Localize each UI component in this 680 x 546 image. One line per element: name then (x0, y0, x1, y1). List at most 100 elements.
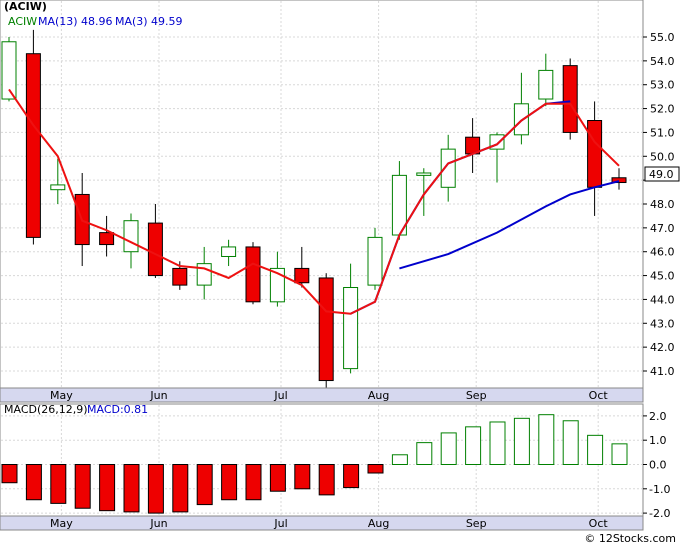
macd-y-tick-label: 1.0 (649, 434, 667, 447)
macd-bar (611, 443, 628, 466)
candle-body (269, 267, 285, 303)
price-y-tick-label: 43.0 (650, 317, 675, 330)
macd-bar (269, 464, 286, 492)
macd-bar (587, 434, 604, 465)
macd-bar (294, 464, 311, 490)
macd-bar (221, 464, 238, 501)
macd-bar (343, 464, 360, 489)
macd-x-tick-label: Oct (589, 517, 609, 530)
legend-ma3-value: 49.59 (151, 15, 183, 28)
macd-x-tick-label: Jul (273, 517, 287, 530)
macd-bars (1, 414, 628, 514)
macd-bar (416, 442, 433, 466)
macd-bar (245, 464, 262, 501)
macd-bar (562, 420, 579, 466)
macd-bar (513, 417, 530, 465)
macd-x-tick-label: Aug (368, 517, 389, 530)
candle-body (318, 277, 334, 382)
price-candles (1, 29, 627, 388)
candle-body (611, 177, 627, 184)
macd-bar (25, 464, 42, 501)
macd-bar (1, 464, 18, 484)
candle-body (587, 120, 603, 188)
price-y-tick-label: 44.0 (650, 293, 675, 306)
candle-body (343, 287, 359, 370)
macd-bar (391, 454, 408, 465)
last-price-box (644, 166, 680, 182)
price-x-axis: May Jun Jul Aug Sep Oct (50, 389, 608, 402)
macd-y-tick-label: -2.0 (649, 507, 670, 520)
price-y-tick-label: 47.0 (650, 222, 675, 235)
candle-body (562, 65, 578, 133)
price-y-tick-label: 46.0 (650, 246, 675, 259)
price-y-tick-label: 45.0 (650, 270, 675, 283)
macd-bar (50, 464, 67, 504)
macd-y-axis: -2.0 -1.0 0.0 1.0 2.0 (643, 410, 670, 520)
legend-ma13-label: MA(13) (38, 15, 78, 28)
legend-ma3-label: MA(3) (115, 15, 148, 28)
price-y-tick-label: 54.0 (650, 55, 675, 68)
macd-x-tick-label: Jun (149, 517, 167, 530)
candle-body (123, 220, 139, 253)
macd-bar (99, 464, 116, 512)
price-y-tick-label: 52.0 (650, 103, 675, 116)
macd-bar (538, 414, 555, 465)
ma-line (399, 180, 620, 270)
macd-bar (172, 464, 189, 513)
candle-body (147, 222, 163, 277)
macd-bar (74, 464, 91, 509)
price-y-tick-label: 42.0 (650, 341, 675, 354)
macd-bar (318, 464, 335, 496)
legend-symbol: ACIW (8, 15, 37, 28)
last-price-label: 49.0 (649, 168, 674, 181)
macd-y-tick-label: -1.0 (649, 483, 670, 496)
candle-body (294, 267, 310, 284)
candle-body (1, 41, 17, 100)
price-x-tick-label: Oct (589, 389, 609, 402)
macd-bar (196, 464, 213, 506)
candle-body (99, 232, 115, 246)
price-x-tick-label: Jul (273, 389, 287, 402)
macd-bar (147, 464, 164, 514)
macd-title: MACD(26,12,9) (4, 403, 88, 416)
macd-y-tick-label: 0.0 (649, 459, 667, 472)
candle-body (50, 184, 66, 191)
candle-body (367, 236, 383, 286)
price-x-axis-band (0, 387, 644, 403)
candle-body (245, 246, 261, 303)
price-y-tick-label: 50.0 (650, 150, 675, 163)
price-y-tick-label: 53.0 (650, 79, 675, 92)
candle-body (416, 172, 432, 176)
price-y-tick-label: 41.0 (650, 365, 675, 378)
macd-x-axis: May Jun Jul Aug Sep Oct (50, 517, 608, 530)
watermark: © 12Stocks.com (584, 532, 676, 545)
macd-bar (440, 432, 457, 466)
macd-bar (367, 464, 384, 474)
macd-bar (123, 464, 140, 513)
macd-x-axis-band (0, 515, 644, 531)
macd-x-tick-label: Sep (466, 517, 487, 530)
candle-body (440, 148, 456, 188)
macd-value: MACD:0.81 (87, 403, 148, 416)
candle-body (25, 53, 41, 238)
price-y-tick-label: 48.0 (650, 198, 675, 211)
ma-line (8, 88, 620, 315)
macd-bar (465, 426, 482, 465)
price-x-tick-label: May (50, 389, 73, 402)
macd-bar (489, 421, 506, 466)
moving-average-lines (8, 88, 620, 315)
price-y-axis: 41.0 42.0 43.0 44.0 45.0 46.0 47.0 48.0 50.0 51.0… (643, 31, 675, 378)
candle-body (221, 246, 237, 257)
macd-y-tick-label: 2.0 (649, 410, 667, 423)
candle-body (196, 263, 212, 286)
price-x-tick-label: Aug (368, 389, 389, 402)
candle-body (172, 267, 188, 286)
price-x-tick-label: Jun (149, 389, 167, 402)
macd-x-tick-label: May (50, 517, 73, 530)
chart-title: (ACIW) (4, 0, 47, 13)
legend-ma13-value: 48.96 (81, 15, 113, 28)
candle-body (538, 69, 554, 100)
price-y-tick-label: 55.0 (650, 31, 675, 44)
price-x-tick-label: Sep (466, 389, 487, 402)
